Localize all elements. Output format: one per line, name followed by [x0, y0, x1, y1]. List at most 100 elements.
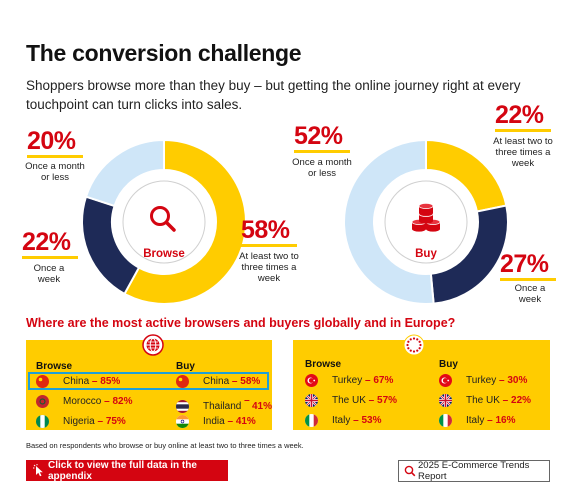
- separator: –: [362, 375, 374, 386]
- buy-weekly-label: Once a week: [514, 283, 546, 305]
- appendix-cta-label: Click to view the full data in the appen…: [48, 459, 197, 482]
- global-browse-header: Browse: [36, 361, 73, 372]
- cursor-click-icon: [33, 464, 43, 477]
- country-value: 75%: [105, 416, 126, 427]
- separator: –: [496, 375, 508, 386]
- ranking-row: Italy – 53%: [305, 414, 381, 427]
- donut-center-label-1: Buy: [415, 248, 437, 260]
- separator: –: [484, 415, 496, 426]
- coins-icon: [411, 203, 441, 232]
- europe-buy-header: Buy: [439, 359, 458, 370]
- report-link[interactable]: 2025 E-Commerce Trends Report: [398, 460, 550, 482]
- buy-frequent-label: At least two to three times a week: [493, 136, 553, 169]
- eu-stars-icon: [403, 334, 425, 356]
- ranking-row: The UK – 57%: [305, 394, 397, 407]
- country-name: Turkey: [466, 375, 497, 386]
- buy-monthly-value: 52%: [294, 122, 343, 150]
- browse-frequent-value: 58%: [241, 216, 290, 244]
- separator: –: [101, 396, 113, 407]
- separator: –: [229, 376, 241, 387]
- uk-flag-icon: [305, 394, 318, 407]
- country-name: The UK: [466, 395, 500, 406]
- morocco-flag-icon: [36, 395, 49, 408]
- appendix-cta-button[interactable]: Click to view the full data in the appen…: [26, 459, 228, 482]
- buy-donut-chart: Buy: [343, 138, 509, 305]
- buy-monthly-underline: [294, 150, 350, 153]
- browse-monthly-underline: [27, 155, 83, 158]
- magnifier-icon: [150, 206, 176, 232]
- country-name: Nigeria: [63, 416, 95, 427]
- global-buy-header: Buy: [176, 361, 195, 372]
- search-icon: [404, 465, 416, 477]
- country-name: Morocco: [63, 396, 102, 407]
- italy-flag-icon: [439, 414, 452, 427]
- separator: –: [94, 416, 106, 427]
- separator: –: [89, 376, 101, 387]
- browse-donut-chart: Browse: [81, 138, 247, 305]
- country-value: 30%: [507, 375, 528, 386]
- highlight-box: [28, 372, 269, 390]
- turkey-flag-icon: [305, 374, 318, 387]
- country-name: The UK: [332, 395, 366, 406]
- nigeria-flag-icon: [36, 415, 49, 428]
- page-subtitle: Shoppers browse more than they buy – but…: [26, 78, 521, 112]
- india-flag-icon: [176, 415, 189, 428]
- browse-frequent-underline: [241, 244, 297, 247]
- ranking-row: The UK – 22%: [439, 394, 531, 407]
- ranking-row: Thailand – 41%: [176, 395, 272, 417]
- browse-monthly-value: 20%: [27, 127, 76, 155]
- buy-monthly-label: Once a month or less: [292, 157, 352, 179]
- separator: –: [224, 416, 236, 427]
- separator: –: [350, 415, 362, 426]
- separator: –: [241, 395, 250, 417]
- footnote: Based on respondents who browse or buy o…: [26, 441, 304, 450]
- browse-weekly-label: Once a week: [33, 263, 65, 285]
- ranking-row: Italy – 16%: [439, 414, 515, 427]
- globe-icon: [142, 334, 164, 356]
- country-name: Thailand: [203, 400, 242, 412]
- ranking-row: Morocco – 82%: [36, 395, 133, 408]
- browse-weekly-underline: [22, 256, 78, 259]
- country-name: China: [63, 376, 90, 387]
- ranking-row: China – 85%: [36, 375, 120, 388]
- global-rankings-panel: Browse Buy China – 85% Morocco – 82% Niger…: [26, 334, 272, 430]
- page-title: The conversion challenge: [26, 40, 302, 66]
- ranking-row: Nigeria – 75%: [36, 415, 126, 428]
- donut-slice-1-2: [343, 138, 435, 305]
- report-link-label: 2025 E-Commerce Trends Report: [418, 460, 530, 482]
- country-value: 82%: [112, 396, 133, 407]
- uk-flag-icon: [439, 394, 452, 407]
- browse-monthly-label: Once a month or less: [25, 161, 85, 183]
- buy-weekly-underline: [500, 278, 556, 281]
- china-flag-icon: [36, 375, 49, 388]
- country-name: Turkey: [332, 375, 363, 386]
- rankings-question: Where are the most active browsers and b…: [26, 316, 456, 330]
- ranking-row: India – 41%: [176, 415, 256, 428]
- buy-weekly-value: 27%: [500, 250, 549, 278]
- country-name: India: [203, 416, 225, 427]
- browse-weekly-value: 22%: [22, 228, 71, 256]
- donut-center-label-0: Browse: [143, 248, 185, 260]
- country-value: 53%: [361, 415, 382, 426]
- country-value: 67%: [373, 375, 394, 386]
- country-value: 16%: [495, 415, 516, 426]
- country-name: China: [203, 376, 230, 387]
- europe-browse-header: Browse: [305, 359, 342, 370]
- donut-slice-0-0: [123, 138, 247, 305]
- ranking-row: Turkey – 30%: [439, 374, 527, 387]
- ranking-row: Turkey – 67%: [305, 374, 393, 387]
- thailand-flag-icon: [176, 399, 189, 413]
- buy-frequent-underline: [495, 129, 551, 132]
- buy-frequent-value: 22%: [495, 101, 544, 129]
- separator: –: [365, 395, 378, 406]
- country-value: 41%: [251, 400, 272, 412]
- europe-rankings-panel: Browse Buy Turkey – 67% The UK – 57% Italy…: [293, 334, 550, 430]
- country-value: 85%: [100, 376, 121, 387]
- donut-slice-0-2: [84, 138, 165, 208]
- country-value: 58%: [240, 376, 261, 387]
- country-value: 41%: [235, 416, 256, 427]
- browse-frequent-label: At least two to three times a week: [239, 251, 299, 284]
- china-flag-icon: [176, 375, 189, 388]
- ranking-row: China – 58%: [176, 375, 260, 388]
- country-name: Italy: [332, 415, 351, 426]
